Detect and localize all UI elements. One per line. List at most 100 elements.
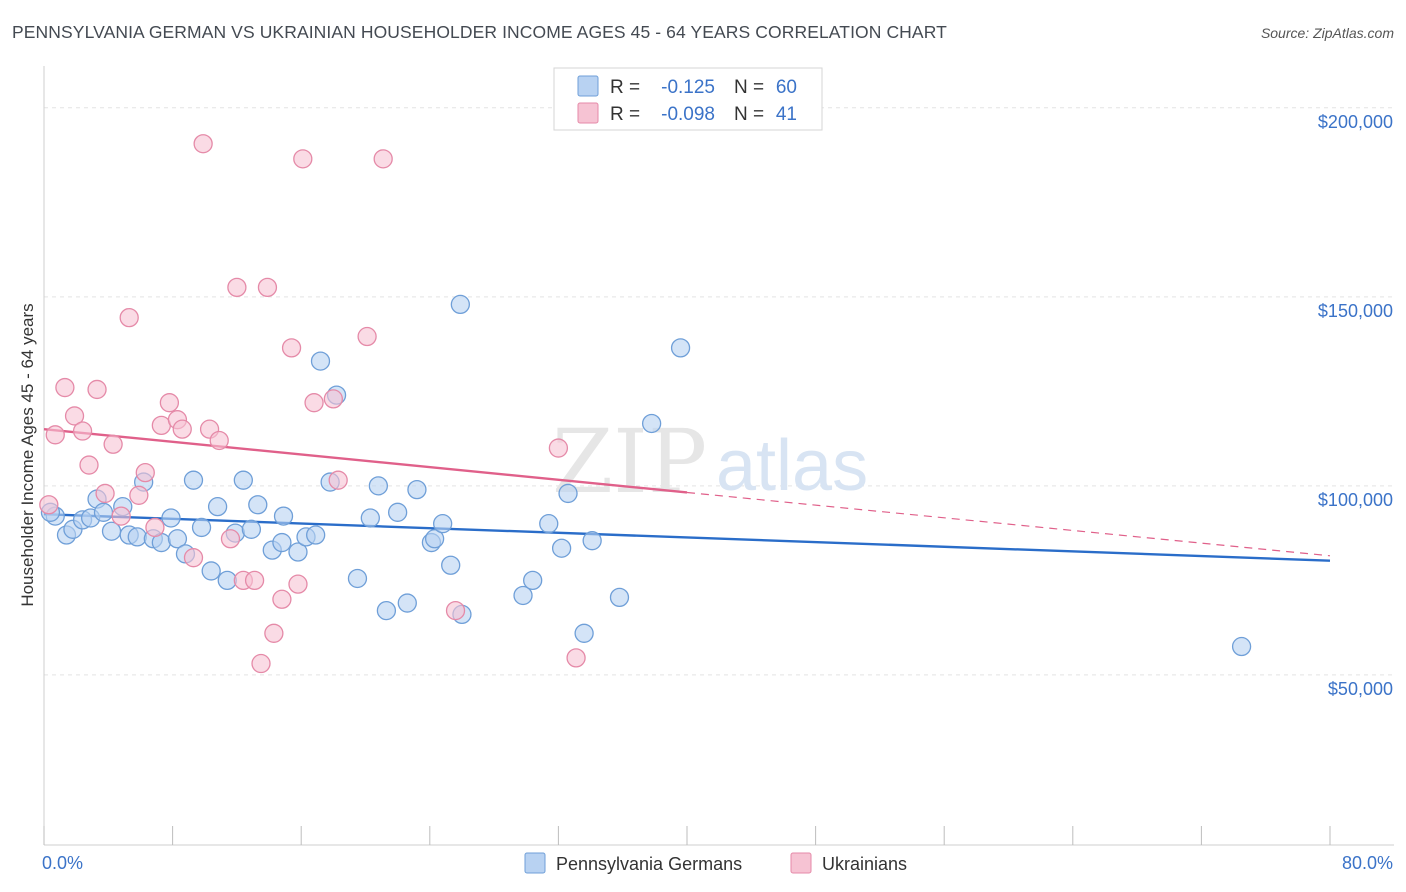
point-pink-13 [145,517,165,538]
point-blue-29 [288,542,308,562]
point-blue-21 [217,570,237,591]
point-pink-6 [87,379,107,400]
watermark-atlas: atlas [716,426,868,506]
point-pink-32 [323,389,344,409]
point-pink-18 [183,548,204,568]
point-pink-19 [193,134,213,154]
point-blue-15 [167,529,188,549]
point-pink-31 [304,393,324,413]
legend-box: R = -0.125 N = 60 R = -0.098 N = 41 [553,67,823,131]
point-blue-44 [433,514,453,534]
point-pink-1 [45,425,65,445]
point-pink-0 [39,495,59,515]
legend-swatch-blue [577,75,599,97]
point-pink-28 [272,589,292,609]
point-blue-57 [670,338,691,358]
source-credit: Source: ZipAtlas.com [1260,25,1394,41]
legend-r-label-2: R = [610,104,640,125]
point-blue-38 [376,600,397,621]
point-blue-28 [272,532,292,553]
point-pink-40 [251,653,271,674]
point-pink-7 [95,483,115,504]
point-blue-20 [207,496,228,517]
point-blue-31 [306,525,326,545]
y-tick-label-3: $200,000 [1318,112,1393,132]
point-pink-2 [55,377,75,398]
y-tick-label-1: $100,000 [1318,490,1393,510]
point-blue-23 [233,470,253,490]
point-blue-37 [368,476,389,496]
point-blue-41 [407,479,427,500]
watermark: ZIP atlas [552,410,868,513]
point-pink-12 [135,462,155,483]
point-blue-19 [201,561,221,581]
point-pink-38 [548,438,569,458]
point-blue-39 [387,502,408,522]
point-blue-14 [161,508,181,528]
point-pink-10 [119,307,139,328]
point-pink-34 [293,149,313,169]
point-pink-11 [129,485,149,505]
bottom-legend-swatch-blue [524,852,546,874]
point-blue-50 [539,514,559,534]
point-blue-10 [127,527,147,547]
point-pink-26 [257,277,278,298]
point-pink-35 [357,326,377,347]
point-blue-51 [551,538,572,558]
watermark-zip: ZIP [552,410,707,513]
data-points [39,134,1252,674]
trend-line-0 [43,513,1331,562]
y-tick-label-0: $50,000 [1328,679,1393,699]
point-pink-37 [445,600,466,621]
point-pink-3 [64,406,85,426]
point-blue-35 [347,568,368,589]
point-pink-30 [288,574,308,594]
point-pink-21 [209,430,229,451]
trend-line-1-extension [686,491,1331,557]
legend-n-label-1: N = [734,77,764,98]
bottom-legend-label-blue: Pennsylvania Germans [556,854,742,874]
point-blue-25 [248,495,268,515]
bottom-legend: Pennsylvania Germans Ukrainians [524,852,907,874]
legend-r-value-1: -0.125 [661,77,715,98]
point-pink-22 [220,529,241,549]
point-pink-5 [79,455,99,475]
y-tick-label-2: $150,000 [1318,301,1393,321]
bottom-legend-label-pink: Ukrainians [822,854,907,874]
point-blue-52 [558,483,578,504]
point-blue-27 [273,506,294,526]
legend-n-label-2: N = [734,104,764,125]
trend-lines [43,427,1331,562]
point-pink-33 [328,470,348,490]
axes [43,66,1394,846]
x-tick-label-0: 0.0% [42,853,83,873]
point-pink-4 [72,421,93,441]
legend-r-label-1: R = [610,77,640,98]
point-blue-18 [191,517,212,538]
grid-lines [44,107,1394,676]
point-pink-23 [227,277,247,298]
point-blue-43 [424,529,445,549]
x-tick-labels: 0.0% 80.0% [42,853,1393,873]
y-axis-label: Householder Income Ages 45 - 64 years [18,303,37,606]
x-tick-label-1: 80.0% [1342,853,1393,873]
point-blue-6 [93,502,114,522]
point-blue-32 [310,351,331,371]
point-blue-54 [582,531,602,551]
legend-swatch-pink [577,102,599,124]
point-pink-36 [373,149,393,169]
point-pink-14 [151,415,171,436]
point-blue-58 [1231,636,1252,657]
point-pink-8 [103,434,123,454]
legend-n-value-1: 60 [776,77,797,98]
point-pink-27 [264,623,284,643]
point-pink-39 [566,648,586,668]
point-blue-45 [441,555,461,575]
point-blue-53 [574,623,594,643]
point-blue-56 [641,413,662,434]
point-blue-49 [523,570,543,591]
point-blue-48 [513,585,533,606]
chart-title: PENNSYLVANIA GERMAN VS UKRAINIAN HOUSEHO… [12,22,947,42]
y-tick-labels: $50,000 $100,000 $150,000 $200,000 [1318,112,1393,699]
